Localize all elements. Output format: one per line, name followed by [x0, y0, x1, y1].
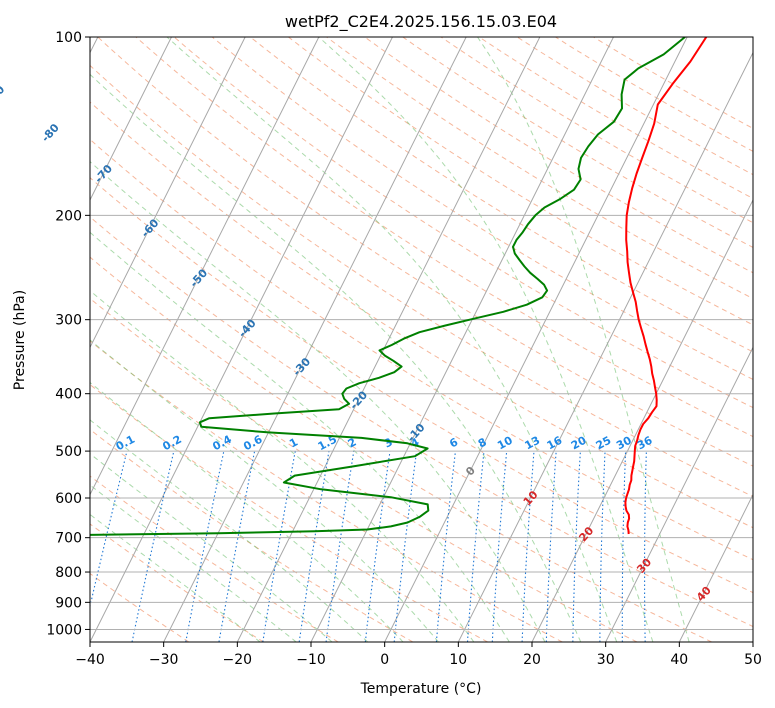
dry-adiabat: [90, 256, 712, 642]
moist-adiabat: [90, 231, 510, 642]
y-tick-label: 600: [55, 491, 82, 507]
x-tick-label: 0: [380, 652, 389, 668]
mixing-ratio-label: 10: [495, 434, 515, 453]
x-tick-label: −20: [223, 652, 253, 668]
background-lines: [90, 37, 753, 642]
moist-adiabat: [90, 419, 369, 642]
mixing-ratio-line: [435, 451, 456, 642]
y-tick-label: 1000: [46, 622, 82, 638]
mixing-ratio-line: [325, 451, 355, 642]
dry-adiabat: [211, 37, 753, 380]
isotherm: [90, 37, 172, 202]
y-axis-label: Pressure (hPa): [12, 290, 28, 390]
y-tick-label: 100: [55, 30, 82, 46]
moist-adiabat: [318, 37, 654, 642]
moist-adiabat: [90, 290, 475, 642]
x-tick-label: 40: [670, 652, 688, 668]
dry-adiabat: [90, 475, 339, 642]
chart-title: wetPf2_C2E4.2025.156.15.03.E04: [285, 12, 557, 32]
profile-line: [90, 37, 686, 536]
mixing-ratio-label: 30: [614, 434, 634, 453]
dry-adiabat: [90, 101, 753, 529]
moist-adiabat: [90, 484, 297, 642]
y-tick-label: 300: [55, 313, 82, 329]
dry-adiabat: [90, 572, 190, 642]
mixing-ratio-label: 13: [523, 434, 543, 453]
profile-lines: [90, 37, 708, 536]
dry-adiabat: [90, 177, 753, 594]
mixing-ratio-line: [131, 450, 175, 642]
mixing-ratio-line: [90, 450, 128, 609]
isotherm: [90, 37, 393, 642]
mixing-ratio-line: [298, 451, 330, 642]
mixing-ratio-line: [364, 451, 391, 642]
mixing-ratio-label: 36: [635, 434, 655, 453]
profile-line: [624, 37, 708, 535]
isotherm: [457, 51, 753, 642]
x-tick-label: 30: [597, 652, 615, 668]
mixing-ratio-label: 25: [594, 434, 614, 453]
moist-adiabat: [90, 339, 439, 642]
x-axis-ticks: −40 −30 −20 −10 0 10 20 30 40 50: [75, 642, 762, 668]
x-tick-label: −10: [296, 652, 326, 668]
dry-adiabat: [90, 64, 753, 498]
x-tick-label: 20: [523, 652, 541, 668]
isotherm: [310, 37, 614, 642]
isotherm: [678, 493, 753, 642]
isotherm: [90, 37, 246, 349]
isotherm: [531, 198, 753, 642]
moist-adiabat: [90, 73, 582, 642]
moist-adiabat: [90, 453, 333, 642]
y-tick-label: 700: [55, 531, 82, 547]
moist-adiabat: [166, 37, 618, 642]
isotherm: [236, 37, 541, 642]
isotherm: [605, 346, 753, 642]
x-axis-label: Temperature (°C): [360, 681, 482, 697]
isotherm-label: -90: [0, 83, 8, 107]
dry-adiabat: [90, 383, 488, 642]
dry-adiabat: [90, 138, 753, 561]
isotherm: [90, 37, 320, 496]
dry-adiabat: [90, 340, 563, 642]
mixing-ratio-label: 16: [545, 434, 565, 453]
y-tick-label: 200: [55, 208, 82, 224]
mixing-ratio-label: 20: [569, 434, 589, 453]
x-tick-label: 10: [449, 652, 467, 668]
x-tick-label: −40: [75, 652, 105, 668]
moist-adiabat: [90, 381, 404, 642]
y-tick-label: 400: [55, 387, 82, 403]
y-axis-ticks: 100 200 300 400 500 600 700 800 900 1000: [46, 30, 90, 638]
x-tick-label: −30: [149, 652, 179, 668]
mixing-ratio-line: [393, 451, 418, 642]
dry-adiabat: [135, 37, 753, 438]
y-tick-label: 800: [55, 565, 82, 581]
plot-frame: [89, 36, 754, 643]
dry-adiabat: [288, 37, 753, 326]
dry-adiabat: [90, 297, 638, 642]
x-tick-label: 50: [744, 652, 762, 668]
isotherm: [384, 37, 688, 642]
y-tick-label: 900: [55, 595, 82, 611]
mixing-ratio-line: [466, 451, 485, 642]
moist-adiabat: [90, 160, 546, 642]
y-tick-label: 500: [55, 444, 82, 460]
isotherm: [163, 37, 467, 642]
